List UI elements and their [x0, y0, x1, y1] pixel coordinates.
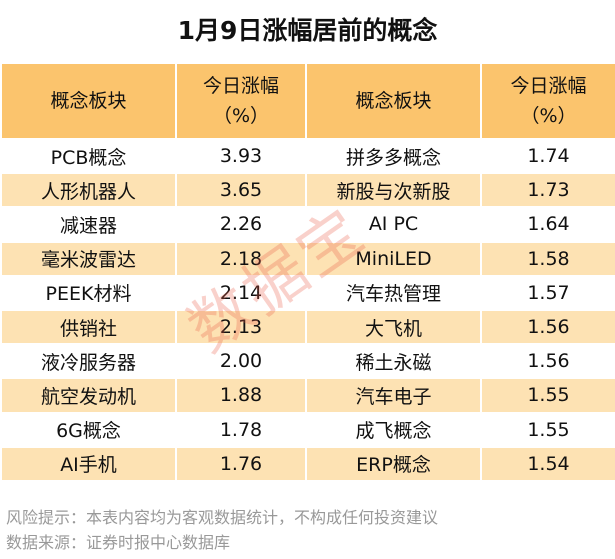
concept-cell: PEEK材料: [0, 274, 177, 311]
change-cell: 1.64: [480, 206, 615, 243]
title: 1月9日涨幅居前的概念: [177, 16, 438, 45]
header-text: 概念板块: [50, 90, 127, 112]
header-text: （%）: [520, 105, 577, 127]
concept-cell: 汽车电子: [305, 377, 482, 414]
change-cell: 1.73: [480, 172, 615, 209]
table-row: AI手机 1.76 ERP概念 1.54: [0, 445, 615, 482]
change-cell: 1.54: [480, 445, 615, 482]
change-cell: 2.00: [175, 343, 307, 380]
concept-cell: ERP概念: [305, 445, 482, 482]
header-text: 概念板块: [355, 90, 432, 112]
concept-cell: 成飞概念: [305, 411, 482, 448]
concept-cell: 毫米波雷达: [0, 240, 177, 277]
concept-cell: 大飞机: [305, 308, 482, 346]
table-row: 航空发动机 1.88 汽车电子 1.55: [0, 377, 615, 414]
header-cell: 概念板块: [305, 62, 482, 140]
concept-cell: 稀土永磁: [305, 343, 482, 380]
concept-cell: 新股与次新股: [305, 172, 482, 209]
change-cell: 1.57: [480, 274, 615, 311]
table-row: PEEK材料 2.14 汽车热管理 1.57: [0, 274, 615, 311]
change-cell: 1.76: [175, 445, 307, 482]
header-text: （%）: [212, 105, 270, 127]
concept-cell: AI手机: [0, 445, 177, 482]
concept-cell: 航空发动机: [0, 377, 177, 414]
change-cell: 1.55: [480, 411, 615, 448]
concept-cell: 6G概念: [0, 411, 177, 448]
footer-line: 数据来源：证券时报中心数据库: [6, 533, 231, 552]
header-cell: 今日涨幅 （%）: [480, 62, 615, 140]
concept-cell: 汽车热管理: [305, 274, 482, 311]
table-row: 减速器 2.26 AI PC 1.64: [0, 206, 615, 243]
table-row: 人形机器人 3.65 新股与次新股 1.73: [0, 172, 615, 209]
concept-cell: AI PC: [305, 206, 482, 243]
concept-cell: 减速器: [0, 206, 177, 243]
footer: 风险提示：本表内容均为客观数据统计，不构成任何投资建议 数据来源：证券时报中心数据…: [6, 505, 438, 555]
change-cell: 2.26: [175, 206, 307, 243]
table-row: 6G概念 1.78 成飞概念 1.55: [0, 411, 615, 448]
header-row: 概念板块 今日涨幅 （%） 概念板块 今日涨幅 （%）: [0, 62, 615, 140]
table-row: 液冷服务器 2.00 稀土永磁 1.56: [0, 343, 615, 380]
change-cell: 1.56: [480, 308, 615, 346]
table: 概念板块 今日涨幅 （%） 概念板块 今日涨幅 （%） PCB概念 3.93 拼多多概念 1.7…: [0, 62, 615, 482]
change-cell: 1.56: [480, 343, 615, 380]
table-body: PCB概念 3.93 拼多多概念 1.74 人形机器人 3.65 新股与次新股 1.73 减速器…: [0, 137, 615, 482]
change-cell: 1.78: [175, 411, 307, 448]
table-row: 供销社 2.13 大飞机 1.56: [0, 308, 615, 346]
change-cell: 1.74: [480, 137, 615, 175]
concept-cell: MiniLED: [305, 240, 482, 277]
change-cell: 3.65: [175, 172, 307, 209]
concept-cell: 供销社: [0, 308, 177, 346]
footer-line: 风险提示：本表内容均为客观数据统计，不构成任何投资建议: [6, 508, 439, 527]
header-text: 今日涨幅: [202, 75, 279, 97]
concept-cell: 人形机器人: [0, 172, 177, 209]
change-cell: 1.88: [175, 377, 307, 414]
concept-cell: 液冷服务器: [0, 343, 177, 380]
change-cell: 2.14: [175, 274, 307, 311]
header-cell: 今日涨幅 （%）: [175, 62, 307, 140]
change-cell: 2.13: [175, 308, 307, 346]
change-cell: 1.58: [480, 240, 615, 277]
header-cell: 概念板块: [0, 62, 177, 140]
header-text: 今日涨幅: [510, 75, 587, 97]
change-cell: 1.55: [480, 377, 615, 414]
table-row: 毫米波雷达 2.18 MiniLED 1.58: [0, 240, 615, 277]
table-row: PCB概念 3.93 拼多多概念 1.74: [0, 137, 615, 175]
change-cell: 2.18: [175, 240, 307, 277]
change-cell: 3.93: [175, 137, 307, 175]
concept-cell: 拼多多概念: [305, 137, 482, 175]
concept-cell: PCB概念: [0, 137, 177, 175]
